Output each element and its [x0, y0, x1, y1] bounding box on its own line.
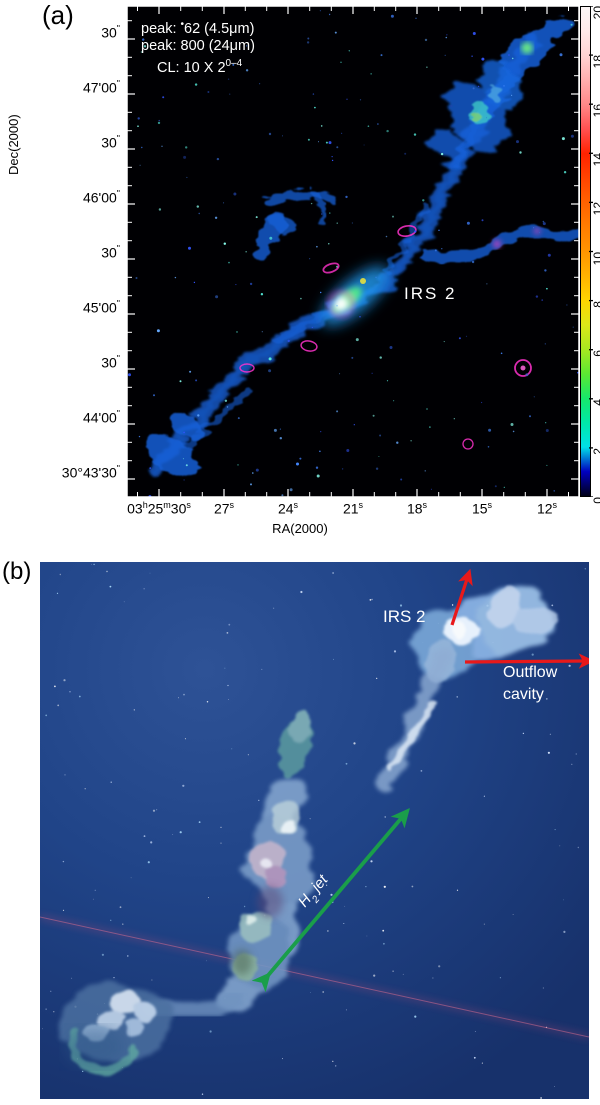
svg-text:H2 jet: H2 jet: [295, 871, 335, 913]
svg-text:cavity: cavity: [503, 686, 544, 703]
svg-text:Outflow: Outflow: [503, 664, 558, 681]
svg-text:IRS 2: IRS 2: [383, 607, 426, 626]
